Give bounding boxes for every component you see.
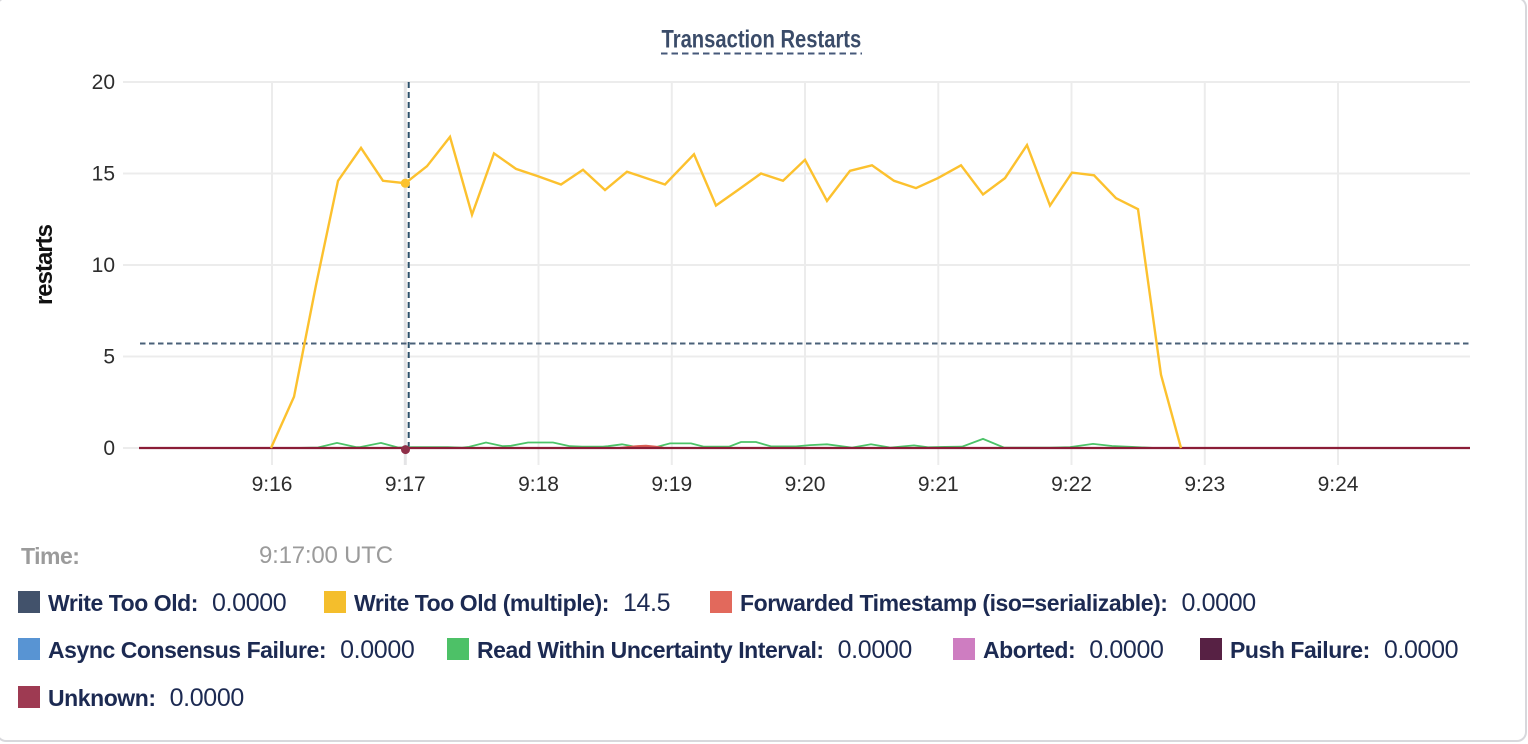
svg-text:9:17: 9:17: [385, 473, 426, 496]
svg-text:15: 15: [92, 163, 115, 186]
svg-text:9:18: 9:18: [518, 473, 559, 496]
svg-text:Transaction Restarts: Transaction Restarts: [662, 24, 862, 53]
svg-text:9:24: 9:24: [1318, 473, 1359, 496]
svg-text:9:16: 9:16: [252, 473, 293, 496]
svg-text:restarts: restarts: [31, 224, 58, 305]
svg-text:20: 20: [92, 71, 115, 94]
svg-text:9:20: 9:20: [785, 473, 826, 496]
svg-text:5: 5: [103, 346, 115, 369]
svg-text:9:23: 9:23: [1184, 473, 1225, 496]
svg-text:10: 10: [92, 254, 115, 277]
svg-text:9:21: 9:21: [918, 473, 959, 496]
svg-text:9:22: 9:22: [1051, 473, 1092, 496]
svg-text:9:19: 9:19: [651, 473, 692, 496]
svg-text:0: 0: [103, 437, 115, 460]
